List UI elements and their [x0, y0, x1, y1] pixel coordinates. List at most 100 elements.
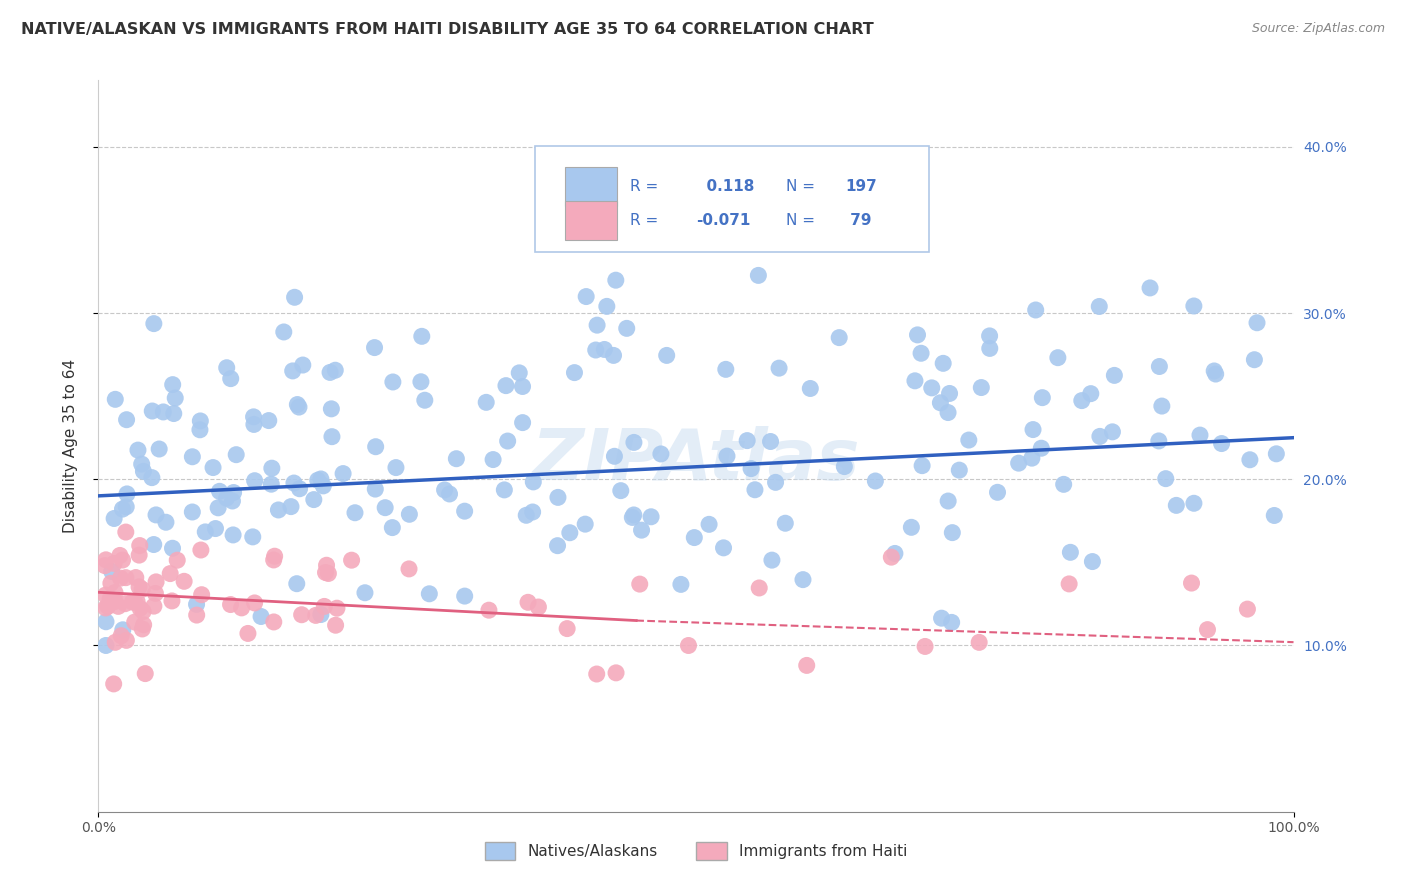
Point: [478, 603, 501, 617]
Point: [938, 386, 960, 401]
Point: [941, 525, 963, 540]
Text: 0.118: 0.118: [696, 178, 755, 194]
Point: [225, 448, 247, 462]
Point: [242, 409, 264, 424]
Point: [418, 587, 440, 601]
Point: [291, 607, 314, 622]
Point: [398, 508, 420, 522]
Point: [775, 516, 797, 531]
Point: [834, 459, 856, 474]
Point: [381, 520, 404, 534]
Point: [121, 595, 143, 609]
Point: [186, 608, 208, 623]
Point: [288, 482, 311, 496]
Point: [517, 595, 540, 609]
FancyBboxPatch shape: [534, 146, 929, 252]
Point: [1139, 281, 1161, 295]
Point: [446, 451, 468, 466]
Point: [181, 450, 204, 464]
Point: [128, 548, 150, 562]
Point: [111, 623, 134, 637]
Point: [321, 430, 343, 444]
Point: [222, 485, 245, 500]
Point: [547, 491, 569, 505]
Point: [650, 447, 672, 461]
Point: [221, 494, 243, 508]
Point: [155, 515, 177, 529]
Text: N =: N =: [786, 178, 814, 194]
Point: [1046, 351, 1069, 365]
Point: [799, 382, 821, 396]
Point: [970, 380, 993, 394]
Point: [1057, 577, 1080, 591]
Point: [409, 375, 432, 389]
Point: [159, 566, 181, 581]
Point: [1022, 423, 1045, 437]
Point: [307, 473, 329, 487]
Point: [108, 549, 131, 563]
Point: [124, 615, 146, 629]
Point: [683, 531, 706, 545]
Point: [115, 633, 138, 648]
Point: [363, 341, 385, 355]
Point: [1088, 300, 1111, 314]
Point: [267, 503, 290, 517]
Point: [236, 626, 259, 640]
Text: -0.071: -0.071: [696, 213, 751, 228]
Point: [132, 604, 155, 618]
Point: [880, 550, 903, 565]
Point: [204, 522, 226, 536]
Point: [263, 549, 285, 564]
Point: [630, 523, 652, 537]
Point: [280, 500, 302, 514]
Point: [1243, 352, 1265, 367]
Point: [374, 500, 396, 515]
Point: [574, 517, 596, 532]
Point: [343, 506, 366, 520]
Point: [575, 289, 598, 303]
Point: [305, 608, 328, 623]
Point: [655, 348, 678, 362]
Point: [110, 629, 132, 643]
Point: [453, 504, 475, 518]
Point: [364, 482, 387, 496]
Point: [127, 443, 149, 458]
Point: [697, 517, 720, 532]
Point: [621, 510, 644, 524]
Point: [257, 413, 280, 427]
Point: [1166, 499, 1188, 513]
Point: [145, 508, 167, 522]
Point: [616, 321, 638, 335]
Text: 79: 79: [845, 213, 872, 228]
Point: [714, 362, 737, 376]
Point: [115, 487, 138, 501]
Point: [321, 401, 343, 416]
Point: [1205, 367, 1227, 381]
Point: [181, 505, 204, 519]
Point: [605, 665, 627, 680]
Point: [260, 461, 283, 475]
Point: [512, 416, 534, 430]
Point: [596, 299, 619, 313]
Point: [515, 508, 537, 523]
Point: [433, 483, 456, 497]
Point: [242, 530, 264, 544]
Point: [312, 479, 335, 493]
Point: [1021, 451, 1043, 466]
Point: [761, 553, 783, 567]
Point: [314, 599, 336, 614]
Point: [100, 576, 122, 591]
Point: [716, 449, 738, 463]
Point: [115, 500, 138, 514]
Point: [208, 484, 231, 499]
Point: [128, 539, 150, 553]
Point: [111, 502, 134, 516]
Point: [941, 615, 963, 630]
Point: [288, 400, 311, 414]
Point: [148, 442, 170, 456]
Point: [907, 327, 929, 342]
Point: [263, 615, 285, 629]
Point: [398, 562, 420, 576]
Point: [243, 596, 266, 610]
Point: [623, 435, 645, 450]
